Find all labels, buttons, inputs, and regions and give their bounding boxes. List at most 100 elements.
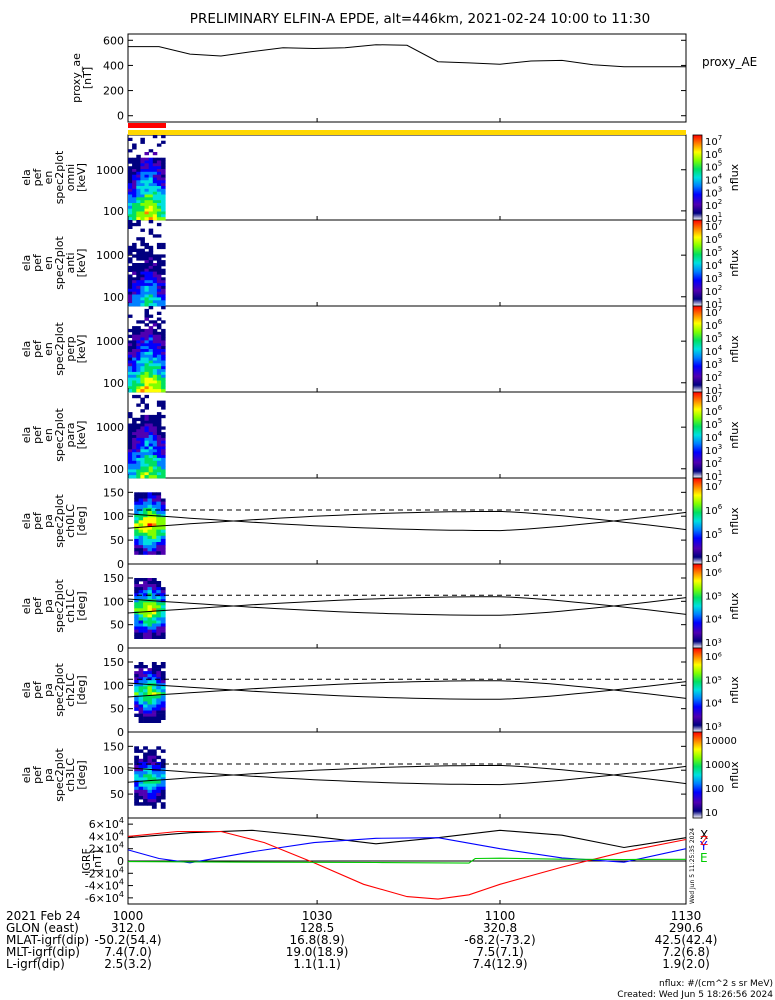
spectro-cell	[156, 371, 162, 376]
pa-cell	[143, 599, 148, 603]
pa-cell	[151, 710, 157, 714]
spectro-cell	[161, 211, 166, 215]
colorbar-tick-exp: 5	[718, 245, 722, 253]
spectro-cell	[128, 351, 133, 356]
spectro-cell	[152, 169, 158, 173]
colorbar	[692, 647, 703, 733]
pa-cell	[156, 698, 162, 702]
pa-cell	[134, 768, 139, 772]
spectro-cell	[140, 277, 145, 281]
ylabel-line: para	[64, 423, 77, 448]
pa-cell	[156, 501, 162, 506]
spectro-cell	[128, 452, 133, 456]
pa-cell	[160, 771, 166, 775]
ylabel-line: [deg]	[75, 591, 88, 620]
ch0-frame	[127, 477, 687, 565]
pa-cell	[156, 614, 162, 618]
colorbar-tick: 106	[705, 232, 723, 246]
colorbar-tick: 10³	[705, 722, 722, 733]
spectro-cell	[128, 340, 133, 344]
spectro-cell	[136, 263, 141, 267]
spectro-cell	[148, 314, 154, 318]
pa-cell	[160, 611, 166, 615]
spectro-cell	[132, 394, 137, 399]
ephem-cell: -50.2(54.4)	[94, 933, 161, 947]
spectro-cell	[128, 435, 133, 439]
ephem-cell: 290.6	[669, 921, 703, 935]
pa-cell	[138, 623, 144, 627]
pa-cell	[147, 492, 153, 496]
ylabel-line: en	[42, 342, 55, 356]
spectro-cell	[140, 191, 145, 195]
spectro-cell	[128, 366, 133, 370]
ephem-cell: 1130	[671, 909, 702, 923]
spectro-cell	[161, 446, 166, 450]
igrf-ytick-label: 2×104	[89, 841, 124, 856]
colorbar-tick-exp: 1	[718, 383, 722, 391]
pa-cell	[160, 596, 166, 600]
ylabel-line: ela	[20, 598, 33, 615]
spectro-cell	[144, 183, 149, 187]
spectro-cell	[136, 380, 141, 384]
pa-cell	[138, 611, 144, 615]
alc-line	[127, 681, 687, 700]
spectro-cell	[152, 446, 158, 450]
pa-cell	[156, 780, 162, 784]
pa-cell	[138, 495, 144, 499]
spectro-cell	[136, 191, 141, 195]
igrf-ytick-label: 6×104	[89, 816, 124, 831]
pa-ytick-label: 50	[110, 788, 124, 801]
pa-cell	[160, 517, 166, 521]
pa-cell	[147, 792, 153, 797]
colorbar-tick-exp: 4	[718, 173, 723, 181]
spectro-cell	[148, 440, 154, 444]
spectro-cell	[140, 242, 145, 247]
spectro-cell	[140, 300, 145, 304]
spectro-cell	[152, 217, 158, 221]
spectro-cell	[144, 389, 149, 393]
igrf-tick-mantissa: -4×10	[85, 880, 119, 893]
pa-cell	[138, 617, 144, 621]
pa-cell	[143, 517, 148, 521]
igrf-ytick-label: 4×104	[89, 828, 124, 843]
colorbar-tick-base: 10	[705, 261, 718, 272]
spectro-cell	[148, 283, 154, 287]
igrf-tick-mantissa: -6×10	[85, 892, 119, 905]
spectro-cell	[152, 337, 158, 341]
lc-line	[127, 764, 687, 785]
pa-ytick-label: 100	[103, 679, 124, 692]
spectro-cell	[144, 297, 149, 301]
pa-cell	[151, 686, 157, 690]
pa-cell	[151, 716, 157, 720]
pa-cell	[143, 605, 148, 609]
spectro-cell	[128, 220, 133, 224]
ylabel-line: spec2plot	[53, 494, 66, 548]
spectro-cell	[148, 300, 154, 304]
spectro-cell	[152, 268, 158, 272]
spectro-cell	[161, 374, 166, 379]
ylabel-line: ela	[20, 513, 33, 530]
pa-cell	[160, 511, 166, 515]
pa-cell	[134, 507, 139, 512]
spectro-cell	[152, 414, 158, 419]
colorbar-tick: 107	[705, 219, 722, 233]
spectro-cell	[144, 369, 149, 373]
alc-line	[127, 511, 687, 532]
spectro-cell	[161, 169, 166, 173]
spectro-cell	[136, 294, 141, 298]
pa-cell	[138, 683, 144, 687]
spectro-cell	[128, 460, 133, 465]
pa-cell	[160, 707, 166, 711]
spectro-cell	[148, 328, 154, 333]
spectro-cell	[144, 300, 149, 304]
spectro-cell	[144, 475, 149, 479]
spectro-cell	[128, 380, 133, 384]
spectro-cell	[144, 263, 149, 267]
spectro-cell	[136, 432, 141, 436]
spectro-cell	[156, 194, 162, 198]
pa-cell	[147, 590, 153, 594]
spectro-cell	[148, 203, 154, 207]
proxy-ae-plot	[128, 44, 686, 68]
spectro-cell	[128, 371, 133, 376]
